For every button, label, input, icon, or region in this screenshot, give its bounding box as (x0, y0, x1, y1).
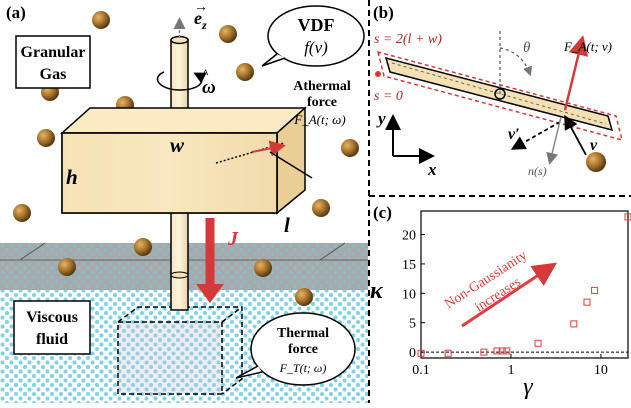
v-prime-arrow (510, 121, 561, 150)
data-point (591, 286, 599, 294)
ez-label: ez (194, 8, 207, 32)
normal-label: n(s) (528, 164, 547, 178)
rod-cross-section (384, 56, 614, 132)
bead (236, 63, 254, 81)
data-point (498, 347, 506, 355)
svg-text:Gas: Gas (40, 66, 67, 83)
bead (58, 258, 76, 276)
svg-text:Thermal: Thermal (277, 326, 329, 341)
colliding-bead (586, 152, 606, 172)
s-origin-dot (375, 71, 381, 77)
granular-gas-label: Granular Gas (15, 35, 91, 89)
bead (312, 199, 330, 217)
data-point (570, 320, 578, 328)
rotor-body (60, 106, 307, 215)
y-axis-title: κ (370, 278, 384, 304)
svg-text:VDF: VDF (298, 15, 335, 35)
v-label: v (590, 137, 598, 154)
data-point (417, 349, 425, 357)
svg-text:fluid: fluid (36, 331, 68, 348)
data-point (503, 347, 511, 355)
svg-text:force: force (307, 95, 337, 110)
data-point (534, 339, 542, 347)
s-top-label: s = 2(l + w) (374, 32, 442, 47)
fa-label: F_A(t; v) (563, 39, 612, 54)
viscous-fluid-label: Viscous fluid (13, 300, 91, 355)
bead (37, 129, 55, 147)
flux-label: J (227, 228, 239, 250)
svg-text:Viscous: Viscous (26, 309, 78, 326)
omega-label: ω (202, 77, 216, 98)
athermal-formula: F_A(t; ω) (293, 112, 345, 127)
data-point (493, 347, 501, 355)
data-point (444, 349, 452, 357)
theta-label: θ (523, 40, 531, 56)
svg-text:f(v): f(v) (304, 38, 328, 57)
data-point (480, 348, 488, 356)
panel-c-label: (c) (373, 203, 392, 222)
bead (134, 238, 152, 256)
bead (295, 288, 313, 306)
lower-rod (170, 209, 189, 311)
athermal-force-arrow (251, 140, 286, 157)
x-axis-label: x (427, 160, 437, 179)
submerged-body (117, 306, 243, 395)
bead (13, 204, 31, 222)
x-axis-title: γ (523, 374, 533, 400)
x-tick-label: 10 (594, 363, 608, 378)
granular-beads (13, 11, 359, 306)
panel-b-label: (b) (373, 3, 394, 22)
y-ticks: 0 5 10 15 20 (402, 229, 425, 361)
svg-text:^: ^ (202, 66, 209, 80)
vdf-bubble: VDF f(v) (261, 5, 365, 67)
y-tick-label: 15 (402, 258, 416, 273)
rotor-center (494, 88, 506, 100)
bead (219, 25, 237, 43)
fa-arrow (563, 35, 589, 111)
trend-arrow (461, 262, 557, 328)
y-tick-label: 0 (409, 346, 416, 361)
data-point (624, 213, 631, 221)
dim-w: w (170, 133, 185, 157)
svg-text:→: → (194, 0, 208, 15)
bead (254, 259, 272, 277)
panel-a-label: (a) (6, 3, 26, 22)
data-point (583, 298, 591, 306)
v-arrow (564, 114, 587, 156)
y-tick-label: 10 (402, 287, 416, 302)
contour-path (376, 50, 624, 142)
s-zero-label: s = 0 (374, 89, 403, 104)
plot-frame (420, 210, 629, 359)
dim-l: l (284, 213, 290, 237)
theta-arc (499, 47, 533, 77)
thermal-force-bubble: Thermal force F_T(t; ω) (235, 312, 356, 386)
v-prime-label: v′ (508, 126, 520, 143)
svg-text:Granular: Granular (21, 44, 86, 61)
svg-text:force: force (288, 342, 318, 357)
y-axis-label: y (376, 109, 386, 128)
x-tick-label: 0.1 (412, 363, 430, 378)
y-tick-label: 5 (409, 317, 416, 332)
normal-arrow (546, 116, 562, 165)
rotation-arrow (156, 71, 207, 91)
bead (341, 139, 359, 157)
bead (92, 11, 110, 29)
y-tick-label: 20 (402, 229, 416, 244)
panel-a: ez → ω ^ Granular Gas VDF f(v) Athermal … (0, 0, 368, 403)
panel-b: (b) s = 2(l + w) s = 0 θ F_A(t; v) v′ v … (373, 3, 624, 179)
data-points (417, 213, 631, 357)
svg-text:F_T(t; ω): F_T(t; ω) (279, 361, 327, 375)
x-tick-label: 1 (507, 363, 514, 378)
x-ticks: 0.1 1 10 (412, 354, 608, 378)
athermal-label: Athermal (293, 79, 351, 94)
dim-h: h (66, 165, 78, 189)
